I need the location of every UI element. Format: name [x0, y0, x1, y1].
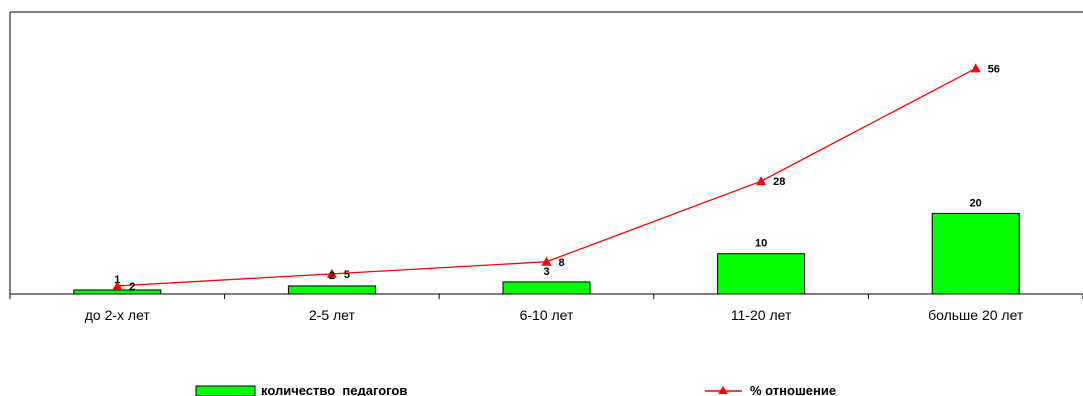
line-layer [112, 63, 981, 290]
line-value-label: 28 [773, 176, 785, 188]
line-marker [326, 268, 337, 278]
bar-value-label: 10 [755, 238, 767, 250]
legend-bar-swatch [195, 385, 256, 396]
line-value-label: 2 [129, 281, 135, 293]
legend-bar-label: количество педагогов [261, 383, 407, 396]
legend-line-label: % отношение [750, 383, 836, 396]
x-ticks [9, 294, 1083, 299]
legend-line-marker [718, 386, 728, 394]
line-marker [541, 256, 552, 266]
line-marker [756, 176, 767, 186]
line-value-label: 8 [559, 257, 565, 269]
line-marker [970, 63, 981, 73]
bar [73, 289, 162, 295]
x-tick-label: 2-5 лет [309, 307, 356, 323]
bar-value-label: 1 [114, 274, 120, 286]
x-tick-label: больше 20 лет [928, 307, 1024, 323]
bar-value-label: 2 [329, 270, 335, 282]
bar-value-label: 3 [543, 266, 549, 278]
bar [717, 253, 806, 295]
line-series [117, 67, 977, 287]
bar [931, 212, 1020, 295]
bar [502, 281, 591, 295]
line-value-label: 56 [988, 63, 1000, 75]
bars-layer [73, 212, 1020, 295]
line-marker [112, 280, 123, 290]
x-tick-label: 6-10 лет [520, 307, 574, 323]
bar-value-label: 20 [970, 197, 982, 209]
line-value-label: 5 [344, 269, 350, 281]
bar [287, 285, 376, 295]
x-tick-labels: до 2-х лет 2-5 лет 6-10 лет 11-20 лет больше… [85, 307, 1024, 323]
x-tick-label: 11-20 лет [731, 307, 792, 323]
legend: количество педагогов % отношение [195, 383, 836, 396]
x-tick-label: до 2-х лет [85, 307, 151, 323]
